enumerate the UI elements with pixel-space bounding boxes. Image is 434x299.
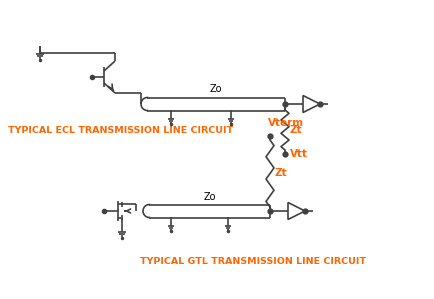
Text: Vterm: Vterm (267, 118, 303, 128)
Text: Vtt: Vtt (289, 149, 307, 159)
Text: Zo: Zo (203, 191, 216, 202)
Text: Zo: Zo (210, 85, 222, 94)
Text: Zt: Zt (289, 125, 302, 135)
Text: TYPICAL ECL TRANSMISSION LINE CIRCUIT: TYPICAL ECL TRANSMISSION LINE CIRCUIT (8, 126, 233, 135)
Text: TYPICAL GTL TRANSMISSION LINE CIRCUIT: TYPICAL GTL TRANSMISSION LINE CIRCUIT (140, 257, 365, 266)
Text: Zt: Zt (274, 169, 287, 179)
